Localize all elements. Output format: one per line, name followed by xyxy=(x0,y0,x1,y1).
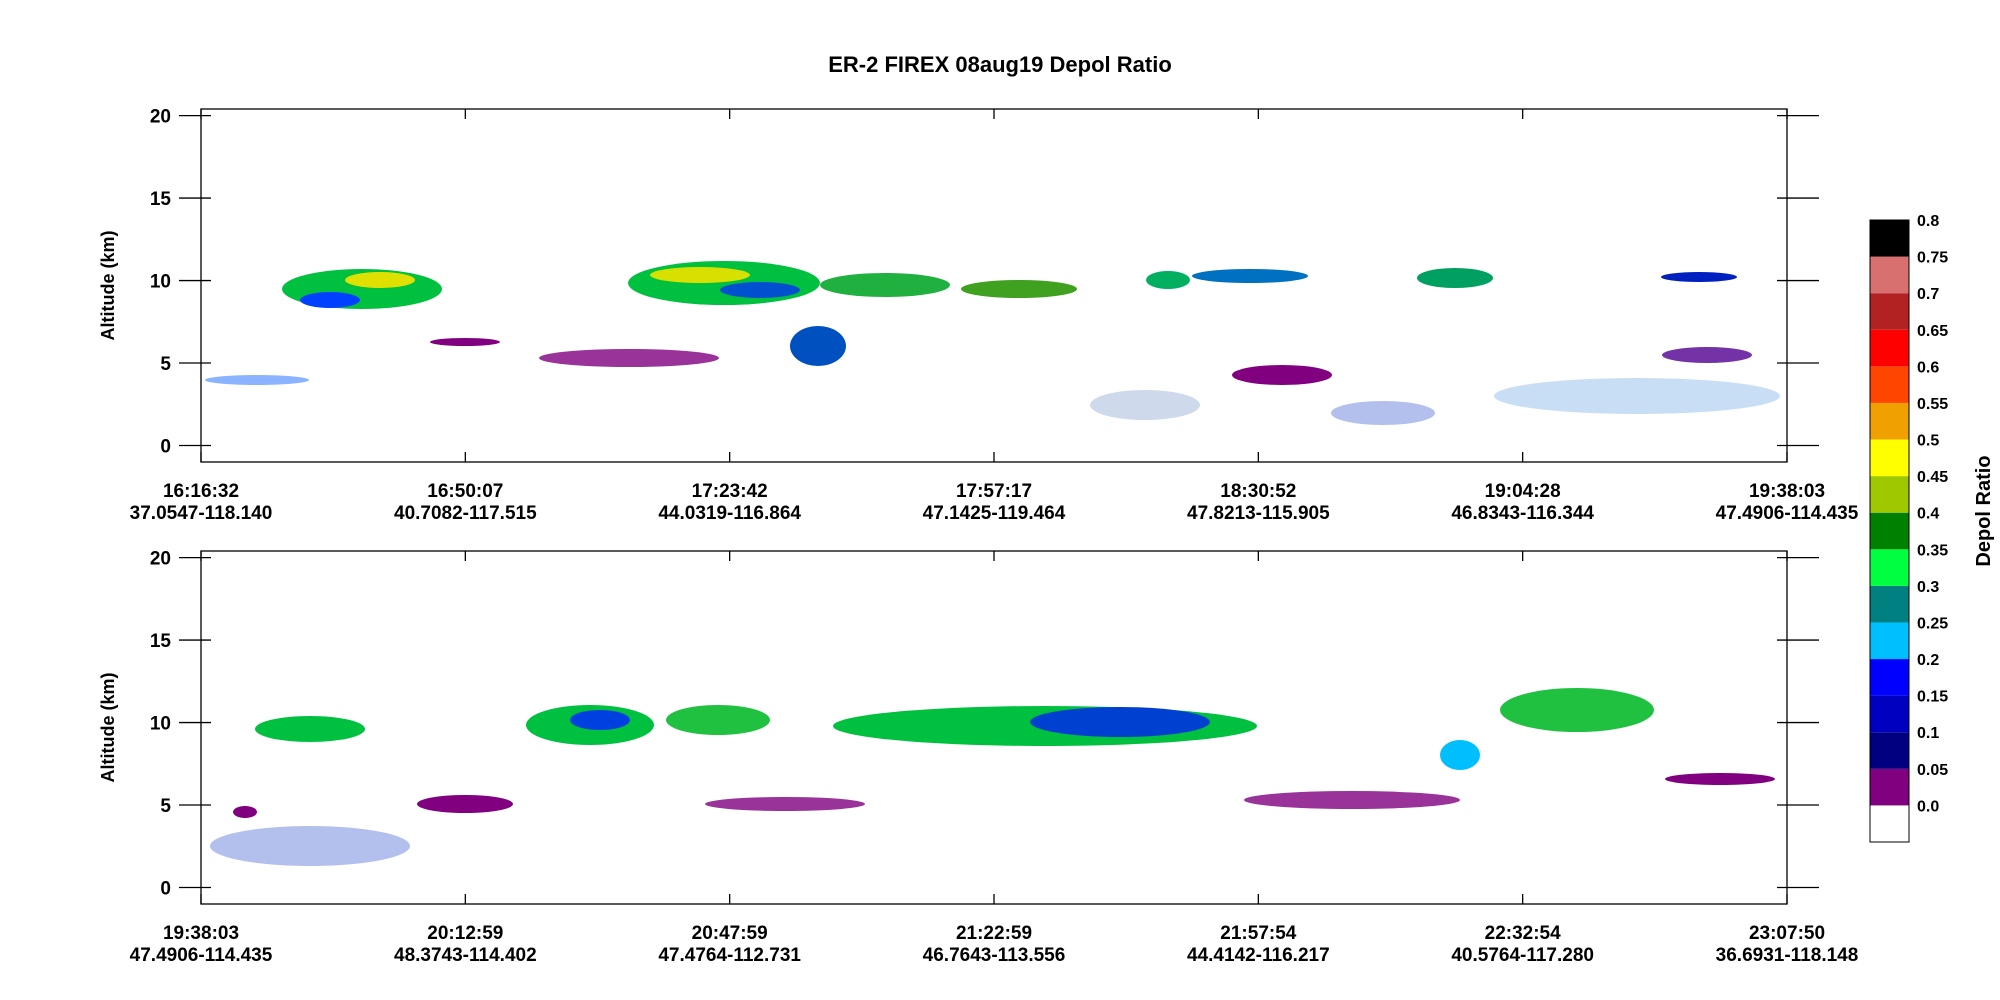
x-tick-label: 21:57:54 xyxy=(1220,923,1296,944)
colorbar-box xyxy=(1870,512,1909,550)
y-tick-label: 15 xyxy=(150,189,172,210)
colorbar-label: 0.4 xyxy=(1917,506,1939,523)
colorbar-label: 0.45 xyxy=(1917,469,1948,486)
x-tick-label: 19:04:28 xyxy=(1485,481,1561,502)
x-tick-label: 21:22:59 xyxy=(956,923,1032,944)
x-tick-label: 17:23:42 xyxy=(692,481,768,502)
y-tick-label: 5 xyxy=(160,796,171,817)
colorbar-label: 0.05 xyxy=(1917,762,1948,779)
y-tick-label: 20 xyxy=(150,549,171,570)
colorbar-label: 0.3 xyxy=(1917,579,1939,596)
x-tick-label: 17:57:17 xyxy=(956,481,1032,502)
x-location-label: 40.7082-117.515 xyxy=(394,503,537,524)
y-tick-label: 0 xyxy=(160,437,171,458)
colorbar-label: 0.0 xyxy=(1917,798,1939,815)
colorbar-label: 0.65 xyxy=(1917,323,1948,340)
x-tick-label: 19:38:03 xyxy=(163,923,239,944)
colorbar-box xyxy=(1870,659,1909,696)
x-location-label: 47.4906-114.435 xyxy=(130,945,273,966)
x-tick-label: 19:38:03 xyxy=(1749,481,1825,502)
y-axis-label: Altitude (km) xyxy=(98,672,118,782)
x-location-label: 47.4764-112.731 xyxy=(658,945,801,966)
colorbar-box xyxy=(1870,439,1909,477)
colorbar-label: 0.6 xyxy=(1917,359,1939,376)
chart-title: ER-2 FIREX 08aug19 Depol Ratio xyxy=(828,52,1172,77)
x-tick-label: 16:16:32 xyxy=(163,481,239,502)
colorbar-box xyxy=(1870,805,1909,842)
colorbar-box xyxy=(1870,585,1909,623)
colorbar-box xyxy=(1870,768,1909,806)
colorbar-label: 0.25 xyxy=(1917,615,1948,632)
colorbar-title: Depol Ratio xyxy=(1973,455,1995,566)
y-tick-label: 10 xyxy=(150,272,171,293)
y-tick-label: 10 xyxy=(150,714,171,735)
x-tick-label: 22:32:54 xyxy=(1485,923,1561,944)
colorbar-box xyxy=(1870,732,1909,769)
colorbar-label: 0.7 xyxy=(1917,286,1939,303)
x-location-label: 46.7643-113.556 xyxy=(923,945,1066,966)
colorbar-box xyxy=(1870,220,1909,257)
colorbar-box xyxy=(1870,622,1909,660)
x-location-label: 44.0319-116.864 xyxy=(658,503,801,524)
colorbar-label: 0.8 xyxy=(1917,213,1939,230)
y-tick-label: 5 xyxy=(160,354,171,375)
colorbar-label: 0.55 xyxy=(1917,396,1948,413)
colorbar-box xyxy=(1870,476,1909,513)
x-location-label: 36.6931-118.148 xyxy=(1716,945,1859,966)
colorbar-label: 0.2 xyxy=(1917,652,1939,669)
colorbar-label: 0.75 xyxy=(1917,250,1948,267)
y-axis-label: Altitude (km) xyxy=(98,230,118,340)
colorbar-label: 0.5 xyxy=(1917,433,1939,450)
x-tick-label: 16:50:07 xyxy=(427,481,503,502)
colorbar-box xyxy=(1870,293,1909,330)
y-tick-label: 15 xyxy=(150,631,172,652)
x-location-label: 47.1425-119.464 xyxy=(923,503,1066,524)
colorbar-box xyxy=(1870,549,1909,586)
colorbar-box xyxy=(1870,695,1909,733)
curtain-image-top xyxy=(205,261,1780,425)
x-tick-label: 18:30:52 xyxy=(1220,481,1296,502)
colorbar-box xyxy=(1870,402,1909,440)
colorbar-box xyxy=(1870,329,1909,367)
colorbar-label: 0.15 xyxy=(1917,689,1948,706)
x-location-label: 47.8213-115.905 xyxy=(1187,503,1330,524)
colorbar-frame xyxy=(1869,219,1910,843)
colorbar-label: 0.1 xyxy=(1917,725,1939,742)
y-tick-label: 20 xyxy=(150,107,171,128)
x-location-label: 37.0547-118.140 xyxy=(130,503,273,524)
colorbar-label: 0.35 xyxy=(1917,542,1948,559)
x-tick-label: 20:12:59 xyxy=(427,923,503,944)
x-location-label: 48.3743-114.402 xyxy=(394,945,537,966)
x-tick-label: 20:47:59 xyxy=(692,923,768,944)
curtain-image-bottom xyxy=(210,688,1775,866)
x-location-label: 44.4142-116.217 xyxy=(1187,945,1330,966)
colorbar-box xyxy=(1870,366,1909,403)
x-tick-label: 23:07:50 xyxy=(1749,923,1825,944)
x-location-label: 40.5764-117.280 xyxy=(1451,945,1594,966)
x-location-label: 46.8343-116.344 xyxy=(1451,503,1594,524)
x-location-label: 47.4906-114.435 xyxy=(1716,503,1859,524)
colorbar-box xyxy=(1870,256,1909,294)
y-tick-label: 0 xyxy=(160,879,171,900)
